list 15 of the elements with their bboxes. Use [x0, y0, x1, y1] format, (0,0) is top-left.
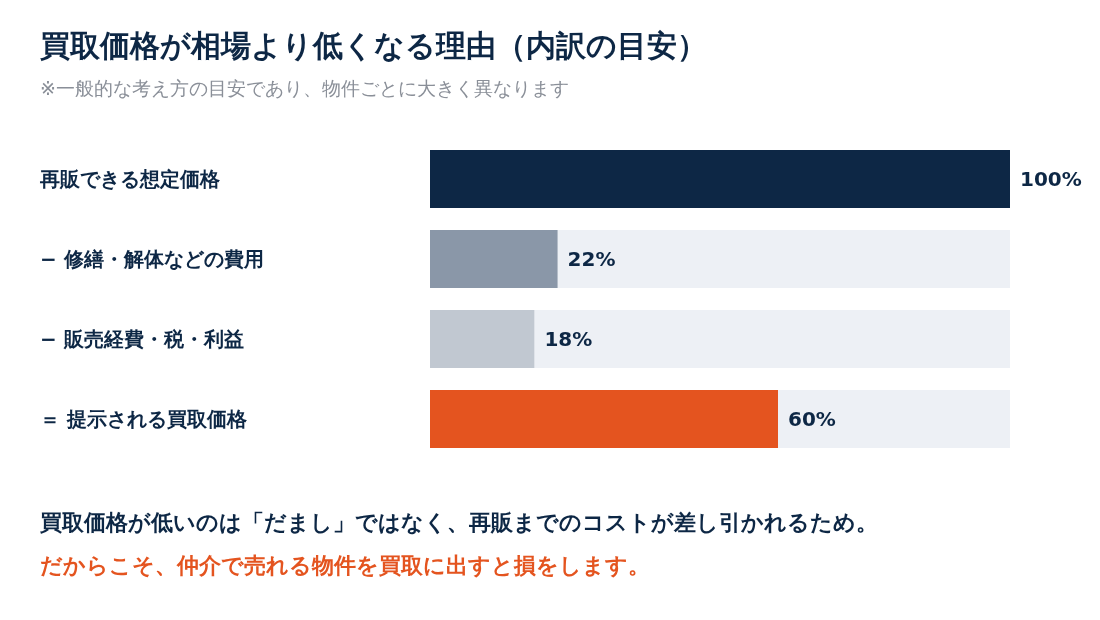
data-label: 60% [788, 407, 836, 431]
bar [430, 230, 558, 288]
chart-title: 買取価格が相場より低くなる理由（内訳の目安） [40, 28, 707, 63]
y-tick-label: − 修繕・解体などの費用 [40, 247, 264, 271]
bar [430, 310, 535, 368]
data-label: 100% [1020, 167, 1082, 191]
data-label: 22% [567, 247, 616, 271]
bar [430, 150, 1010, 208]
y-tick-label: 再販できる想定価格 [39, 167, 221, 191]
y-tick-label: ＝ 提示される買取価格 [40, 407, 248, 431]
text: だからこそ、仲介で売れる物件を買取に出すと損をします。 [40, 553, 650, 578]
text: 買取価格が低いのは「だまし」ではなく、再販までのコストが差し引かれるため。 [39, 510, 878, 535]
data-label: 18% [544, 327, 593, 351]
chart-subtitle: ※一般的な考え方の目安であり、物件ごとに大きく異なります [40, 77, 569, 99]
y-tick-label: − 販売経費・税・利益 [40, 327, 244, 351]
